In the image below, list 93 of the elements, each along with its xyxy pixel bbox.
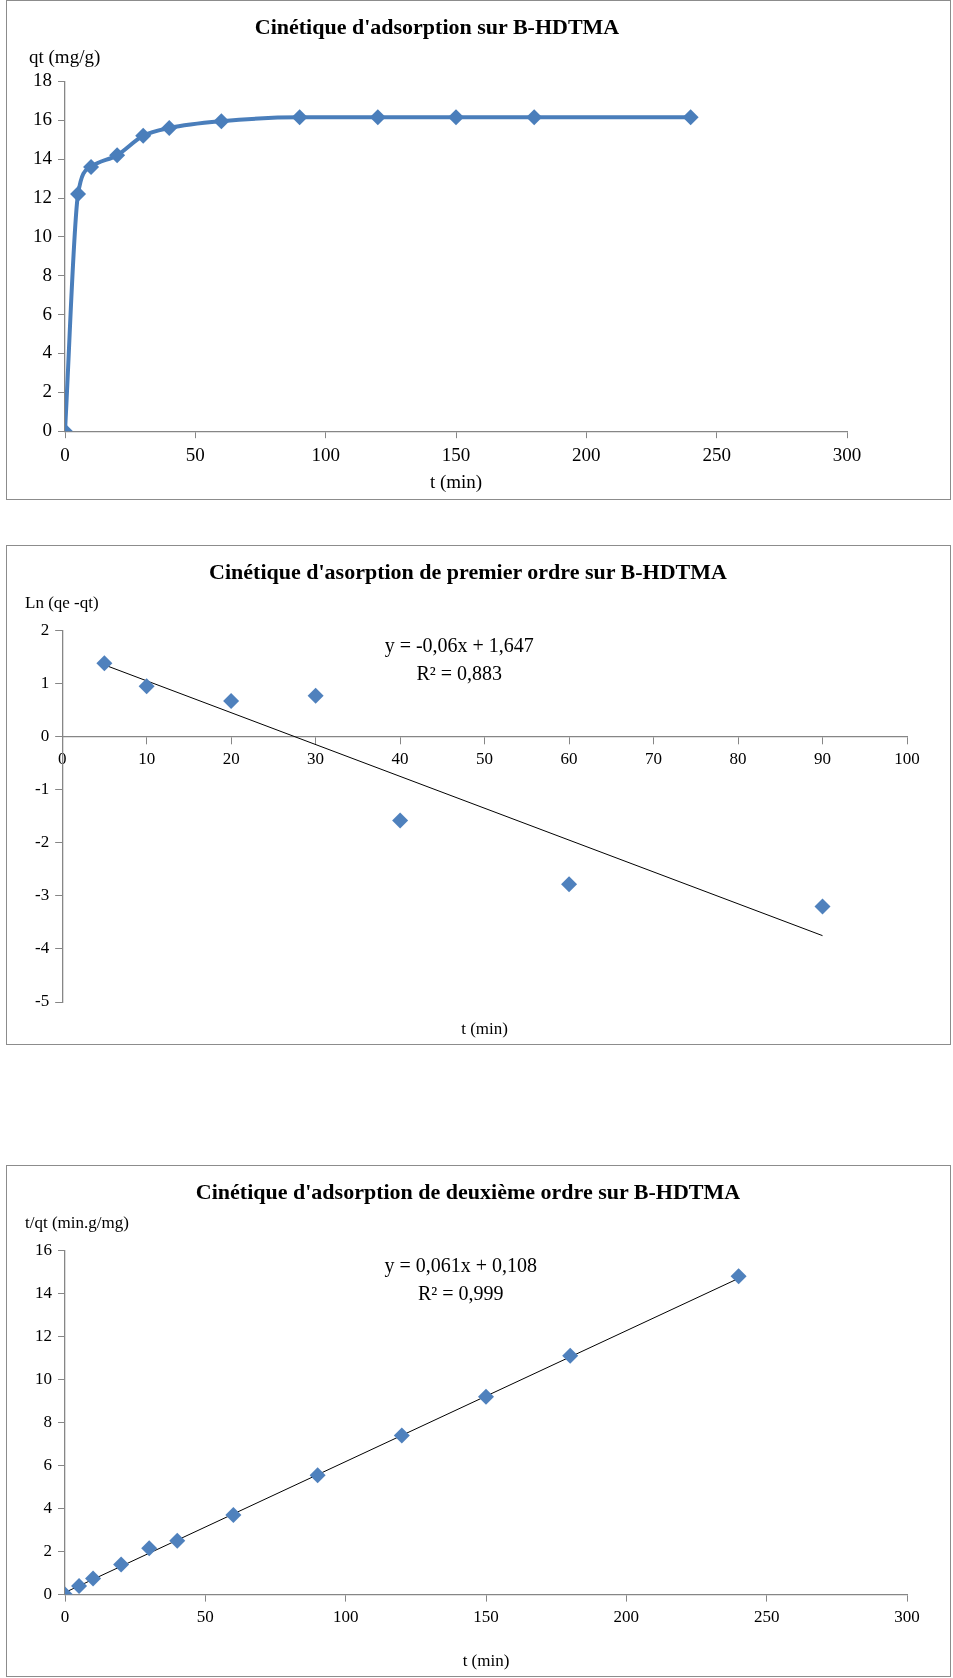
point bbox=[113, 1556, 130, 1573]
y-tick-label: 8 bbox=[42, 263, 52, 285]
x-tick-label: 50 bbox=[196, 1607, 214, 1627]
y-tick-label: -1 bbox=[34, 779, 50, 799]
y-axis-title: t/qt (min.g/mg) bbox=[25, 1213, 129, 1233]
y-tick-label: 18 bbox=[33, 69, 52, 91]
x-axis-title: t (min) bbox=[429, 471, 483, 494]
x-tick-label: 100 bbox=[311, 443, 340, 465]
y-tick-label: 14 bbox=[35, 1282, 53, 1302]
point bbox=[478, 1388, 494, 1405]
x-tick-label: 20 bbox=[222, 749, 240, 769]
point bbox=[682, 109, 699, 126]
point bbox=[109, 147, 126, 164]
point bbox=[448, 109, 464, 126]
y-axis-title: Ln (qe -qt) bbox=[25, 593, 99, 613]
y-tick-label: 2 bbox=[40, 619, 50, 639]
point bbox=[135, 127, 152, 144]
x-tick-label: 100 bbox=[894, 749, 920, 769]
y-axis-title: qt (mg/g) bbox=[29, 45, 101, 68]
x-axis-title: t (min) bbox=[462, 1650, 510, 1670]
y-tick-label: 2 bbox=[42, 380, 52, 402]
x-tick-label: 300 bbox=[832, 443, 862, 465]
x-tick-label: 250 bbox=[702, 443, 731, 465]
annotation: R² = 0,883 bbox=[416, 661, 503, 684]
point bbox=[161, 120, 178, 137]
x-tick-label: 10 bbox=[138, 749, 156, 769]
y-tick-label: 16 bbox=[35, 1239, 52, 1259]
point bbox=[141, 1540, 158, 1557]
x-tick-label: 90 bbox=[814, 749, 832, 769]
chart-title: Cinétique d'adsorption de deuxième ordre sur B-HDTMA bbox=[195, 1178, 741, 1204]
y-tick-label: 6 bbox=[42, 302, 52, 324]
y-tick-label: 8 bbox=[43, 1411, 52, 1431]
point bbox=[369, 109, 386, 126]
x-tick-label: 70 bbox=[645, 749, 663, 769]
x-tick-label: 80 bbox=[729, 749, 747, 769]
point bbox=[70, 186, 87, 203]
point bbox=[96, 655, 113, 672]
point bbox=[562, 1347, 579, 1364]
point bbox=[814, 898, 831, 915]
y-tick-label: -2 bbox=[34, 832, 50, 852]
y-tick-label: 10 bbox=[35, 1368, 52, 1388]
y-tick-label: 4 bbox=[43, 1498, 53, 1518]
point bbox=[85, 1570, 102, 1587]
annotation: y = -0,06x + 1,647 bbox=[384, 633, 534, 657]
y-tick-label: 16 bbox=[33, 108, 52, 130]
point bbox=[169, 1532, 186, 1549]
x-tick-label: 200 bbox=[613, 1607, 640, 1627]
x-tick-label: 300 bbox=[894, 1607, 920, 1627]
x-tick-label: 30 bbox=[307, 749, 325, 769]
point bbox=[138, 678, 155, 695]
x-tick-label: 50 bbox=[476, 749, 494, 769]
chart-title: Cinétique d'adsorption sur B-HDTMA bbox=[254, 13, 620, 39]
y-tick-label: 0 bbox=[40, 726, 50, 746]
y-tick-label: -3 bbox=[34, 885, 50, 905]
y-tick-label: 4 bbox=[42, 341, 53, 363]
point bbox=[526, 109, 543, 126]
y-tick-label: 12 bbox=[33, 185, 52, 207]
x-tick-label: 50 bbox=[185, 443, 205, 465]
x-tick-label: 200 bbox=[572, 443, 601, 465]
point bbox=[309, 1467, 326, 1484]
y-tick-label: 1 bbox=[40, 672, 50, 692]
y-tick-label: -4 bbox=[34, 938, 50, 958]
point bbox=[393, 1427, 410, 1444]
point bbox=[83, 158, 100, 175]
x-tick-label: 0 bbox=[60, 1607, 70, 1627]
x-tick-label: 100 bbox=[332, 1607, 359, 1627]
y-tick-label: 10 bbox=[33, 224, 52, 246]
x-tick-label: 150 bbox=[473, 1607, 499, 1627]
annotation: R² = 0,999 bbox=[417, 1281, 504, 1304]
x-tick-label: 60 bbox=[560, 749, 578, 769]
point bbox=[730, 1268, 747, 1285]
y-tick-label: 2 bbox=[43, 1541, 52, 1561]
y-tick-label: 12 bbox=[35, 1325, 52, 1345]
y-tick-label: 0 bbox=[43, 1584, 52, 1604]
x-axis-title: t (min) bbox=[461, 1018, 508, 1038]
x-tick-label: 150 bbox=[441, 443, 471, 465]
point bbox=[225, 1507, 242, 1523]
point bbox=[71, 1578, 88, 1594]
point bbox=[213, 113, 230, 130]
x-tick-label: 0 bbox=[60, 443, 70, 465]
point bbox=[291, 109, 308, 126]
chart-title: Cinétique d'asorption de premier ordre sur B-HDTMA bbox=[209, 558, 728, 584]
annotation: y = 0,061x + 0,108 bbox=[384, 1253, 538, 1277]
y-tick-label: 14 bbox=[33, 147, 53, 169]
point bbox=[392, 812, 409, 829]
point bbox=[223, 693, 240, 709]
point bbox=[561, 876, 578, 893]
y-tick-label: 0 bbox=[42, 419, 52, 441]
point bbox=[307, 687, 324, 704]
y-tick-label: 6 bbox=[43, 1454, 52, 1474]
x-tick-label: 40 bbox=[391, 749, 409, 769]
x-tick-label: 250 bbox=[753, 1607, 780, 1627]
y-tick-label: -5 bbox=[34, 991, 50, 1011]
